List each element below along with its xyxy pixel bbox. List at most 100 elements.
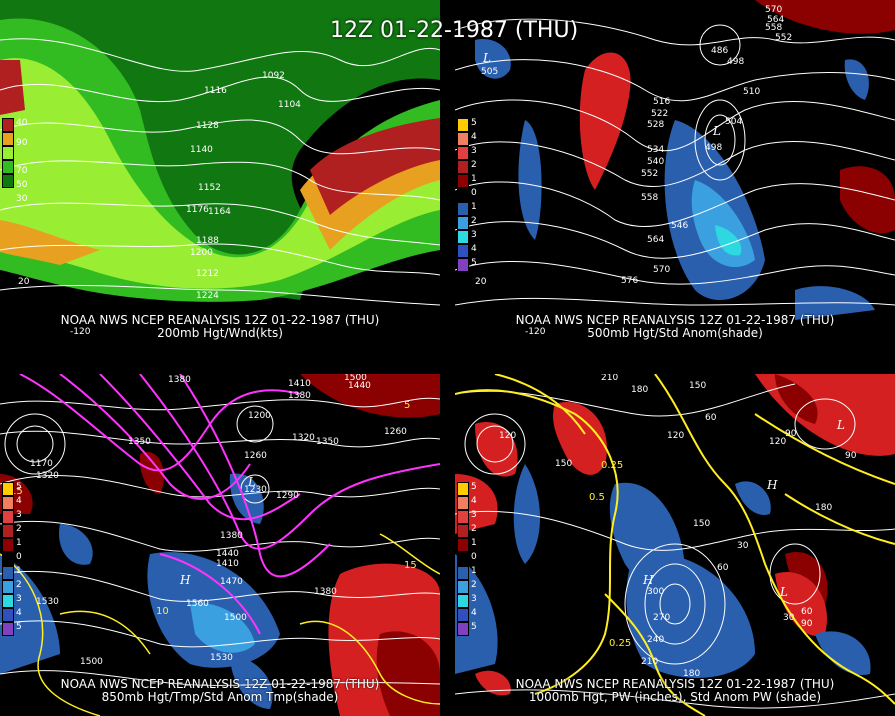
legend-swatch: [457, 552, 469, 566]
map-200mb: 1116 1092 1104 1128 1140 1152 1176 1164 …: [0, 0, 440, 342]
contour-label: 180: [815, 503, 832, 513]
legend-label: 1: [471, 174, 477, 184]
legend-label: 2: [16, 580, 22, 590]
caption-200mb: NOAA NWS NCEP REANALYSIS 12Z 01-22-1987 …: [0, 314, 440, 340]
caption-line2: 850mb Hgt/Tmp/Std Anom Tmp(shade): [101, 690, 339, 704]
map-1000mb: H L L H 210 180 150 120 60 90 120 90 150…: [455, 374, 895, 716]
caption-line1: NOAA NWS NCEP REANALYSIS 12Z 01-22-1987 …: [60, 313, 380, 327]
contour-label: 1380: [220, 531, 243, 541]
legend-swatch: [457, 510, 469, 524]
contour-label: 570: [765, 5, 782, 15]
contour-label: 60: [801, 607, 813, 617]
contour-label: 1350: [128, 437, 151, 447]
legend-label: 1: [16, 566, 22, 576]
panel-200mb: 1116 1092 1104 1128 1140 1152 1176 1164 …: [0, 0, 440, 342]
legend-swatch: [2, 538, 14, 552]
contour-label: 1176: [186, 205, 209, 215]
contour-label: 564: [647, 235, 664, 245]
contour-label: 1290: [276, 491, 299, 501]
legend-swatch: [457, 244, 469, 258]
temp-label: 10: [156, 606, 169, 617]
legend-swatch: [2, 482, 14, 496]
legend-500mb: 5 4 3 2 1 0 1 2 3 4 5: [457, 118, 477, 272]
contour-label: 558: [641, 193, 658, 203]
contour-label: 1410: [216, 559, 239, 569]
legend-swatch: [457, 230, 469, 244]
legend-label: 5: [471, 118, 477, 128]
legend-swatch: [457, 594, 469, 608]
legend-swatch: [2, 608, 14, 622]
contour-label: 1440: [216, 549, 239, 559]
contour-label: 505: [481, 67, 498, 77]
map-850mb: H L 1380 1410 1380 1500 1440 1200 1350 1…: [0, 374, 440, 716]
contour-label: 240: [647, 635, 664, 645]
legend-label: 2: [471, 524, 477, 534]
caption-line2: 1000mb Hgt, PW (inches), Std Anom PW (sh…: [528, 690, 822, 704]
contour-label: 528: [647, 120, 664, 130]
low-marker: L: [836, 418, 845, 432]
low-marker: L: [779, 585, 788, 599]
legend-swatch: [2, 524, 14, 538]
temp-label: 5: [404, 400, 410, 411]
caption-line1: NOAA NWS NCEP REANALYSIS 12Z 01-22-1987 …: [60, 677, 380, 691]
legend-swatch: [457, 580, 469, 594]
contour-label: 1320: [36, 471, 59, 481]
contour-label: 1560: [186, 599, 209, 609]
contour-label: 1320: [292, 433, 315, 443]
axis-label: -120: [70, 327, 91, 337]
contour-label: 1260: [244, 451, 267, 461]
legend-label: 2: [16, 524, 22, 534]
contour-label: 1500: [224, 613, 247, 623]
legend-label: 2: [471, 580, 477, 590]
contour-label: 1530: [36, 597, 59, 607]
legend-label: 0: [471, 188, 477, 198]
low-marker: L: [482, 51, 491, 65]
contour-label: 540: [647, 157, 664, 167]
caption-line2: 500mb Hgt/Std Anom(shade): [587, 326, 763, 340]
legend-swatch: [2, 594, 14, 608]
legend-swatch: [2, 174, 14, 188]
map-500mb: L L 505 486 498 510 516 522 528 534 540 …: [455, 0, 895, 342]
contour-label: 1500: [80, 657, 103, 667]
contour-label: 1140: [190, 145, 213, 155]
legend-label: 3: [471, 510, 477, 520]
contour-label: 1260: [384, 427, 407, 437]
contour-label: 60: [705, 413, 717, 423]
legend-swatch: [457, 216, 469, 230]
legend-swatch: [2, 118, 14, 132]
contour-label: 210: [641, 657, 658, 667]
legend-swatch: [457, 160, 469, 174]
contour-label: 1152: [198, 183, 221, 193]
legend-swatch: [457, 538, 469, 552]
legend-label: 4: [471, 244, 477, 254]
legend-label: 0: [16, 552, 22, 562]
contour-label: 516: [653, 97, 670, 107]
legend-label: 2: [471, 160, 477, 170]
legend-label: 5: [471, 622, 477, 632]
contour-label: 90: [785, 429, 797, 439]
contour-label: 486: [711, 46, 728, 56]
legend-swatch: [457, 132, 469, 146]
legend-swatch: [457, 146, 469, 160]
high-marker: H: [179, 573, 191, 587]
contour-label: 522: [651, 109, 668, 119]
contour-labels-500mb: 505 486 498 510 516 522 528 534 540 552 …: [475, 5, 792, 337]
legend-label: 5: [471, 258, 477, 268]
contour-label: 552: [775, 33, 792, 43]
contour-label: 120: [667, 431, 684, 441]
contour-label: 180: [631, 385, 648, 395]
legend-swatch: [457, 188, 469, 202]
legend-swatch: [2, 510, 14, 524]
caption-850mb: NOAA NWS NCEP REANALYSIS 12Z 01-22-1987 …: [0, 678, 440, 704]
legend-label: 50: [16, 180, 28, 190]
contour-label: 1230: [244, 485, 267, 495]
contour-labels-1000mb: 210 180 150 120 60 90 120 90 150 150 180…: [499, 374, 857, 679]
contour-label: 1380: [288, 391, 311, 401]
contour-label: 150: [689, 381, 706, 391]
contour-label: 120: [499, 431, 516, 441]
legend-swatch: [457, 258, 469, 272]
legend-label: 70: [16, 166, 28, 176]
contour-label: 534: [647, 145, 664, 155]
contour-label: 504: [725, 117, 742, 127]
contour-label: 1440: [348, 381, 371, 391]
